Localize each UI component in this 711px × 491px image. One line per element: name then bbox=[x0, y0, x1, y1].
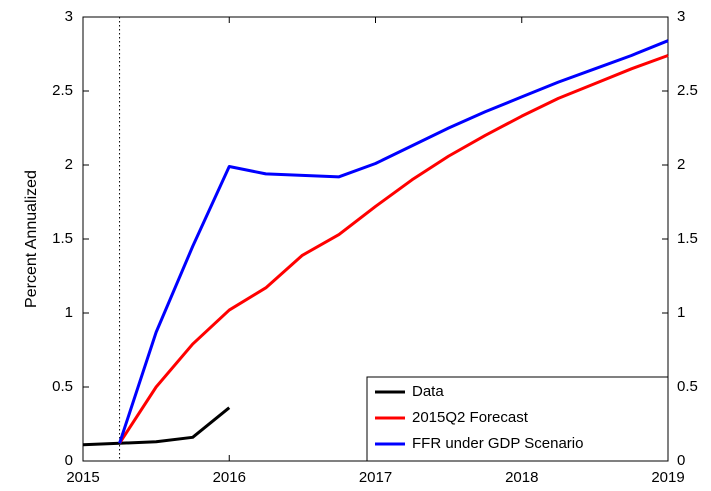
legend-label: Data bbox=[412, 383, 444, 400]
legend-label: FFR under GDP Scenario bbox=[412, 435, 583, 452]
x-tick-label: 2019 bbox=[651, 469, 684, 486]
y2-tick-label: 0.5 bbox=[677, 378, 698, 395]
series-line bbox=[118, 54, 669, 445]
legend-label: 2015Q2 Forecast bbox=[412, 409, 529, 426]
y2-tick-label: 1.5 bbox=[677, 230, 698, 247]
x-tick-label: 2015 bbox=[66, 469, 99, 486]
y-tick-label: 0.5 bbox=[52, 378, 73, 395]
x-tick-label: 2018 bbox=[505, 469, 538, 486]
y-tick-label: 2 bbox=[65, 156, 73, 173]
y2-tick-label: 1 bbox=[677, 304, 685, 321]
y-tick-label: 1.5 bbox=[52, 230, 73, 247]
y2-tick-label: 0 bbox=[677, 452, 685, 469]
y-tick-label: 0 bbox=[65, 452, 73, 469]
y-tick-label: 3 bbox=[65, 8, 73, 25]
y2-tick-label: 3 bbox=[677, 8, 685, 25]
y2-tick-label: 2 bbox=[677, 156, 685, 173]
x-tick-label: 2017 bbox=[359, 469, 392, 486]
y-tick-label: 2.5 bbox=[52, 82, 73, 99]
x-tick-label: 2016 bbox=[213, 469, 246, 486]
series-line bbox=[118, 39, 669, 444]
legend-box bbox=[366, 376, 669, 462]
y-axis-label: Percent Annualized bbox=[23, 170, 40, 308]
y2-tick-label: 2.5 bbox=[677, 82, 698, 99]
legend: Data 2015Q2 Forecast FFR under GDP Scenari… bbox=[366, 376, 669, 462]
y-tick-label: 1 bbox=[65, 304, 73, 321]
series-line bbox=[82, 406, 231, 447]
